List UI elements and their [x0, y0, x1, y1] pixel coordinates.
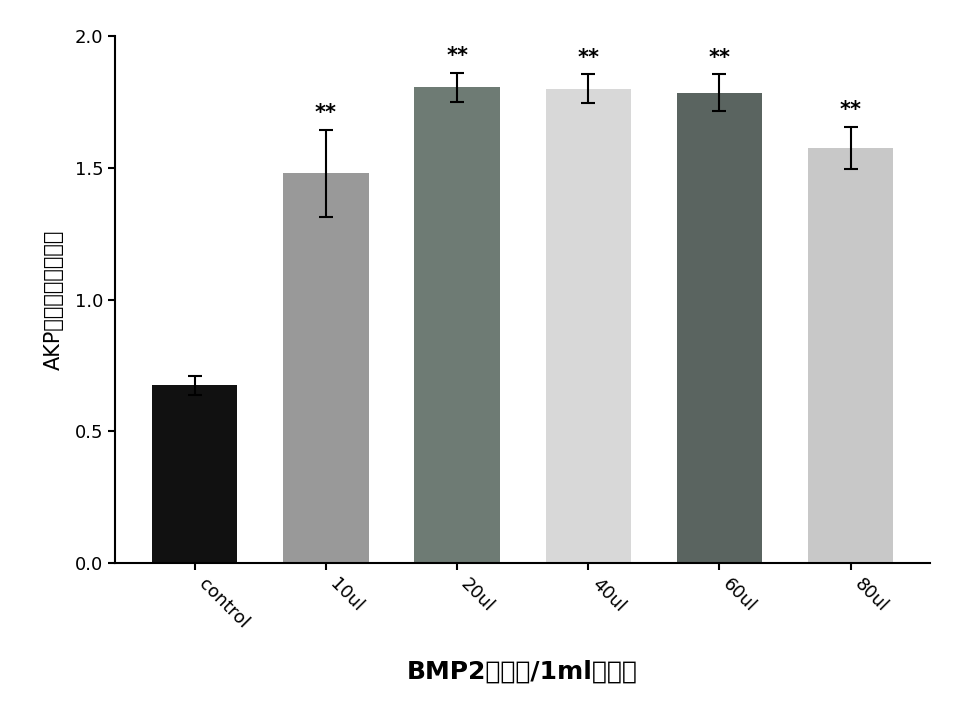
Bar	[152, 386, 238, 563]
Text: **: **	[315, 103, 337, 123]
Text: **: **	[709, 48, 731, 68]
Y-axis label: AKP活性（金氏单位）: AKP活性（金氏单位）	[43, 230, 63, 370]
Bar	[414, 87, 500, 563]
Text: **: **	[446, 46, 468, 66]
Text: **: **	[577, 48, 599, 68]
Bar	[677, 92, 762, 563]
Bar	[283, 173, 368, 563]
Bar	[546, 89, 631, 563]
X-axis label: BMP2加样量/1ml培养基: BMP2加样量/1ml培养基	[408, 660, 638, 684]
Text: **: **	[839, 100, 861, 121]
Bar	[807, 148, 893, 563]
